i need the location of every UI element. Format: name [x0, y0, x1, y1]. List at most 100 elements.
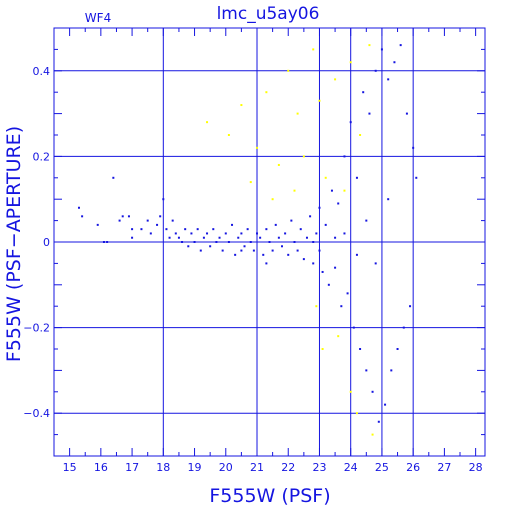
data-point-secondary — [371, 433, 374, 436]
data-point — [227, 241, 230, 243]
data-point — [290, 219, 293, 222]
data-point — [399, 44, 402, 47]
data-point — [121, 215, 124, 218]
data-point — [396, 348, 399, 350]
data-point — [327, 283, 330, 286]
data-point — [324, 223, 327, 226]
data-point — [380, 48, 383, 51]
data-point — [262, 253, 265, 256]
data-point — [384, 403, 387, 406]
data-point — [352, 326, 355, 329]
data-point-secondary — [287, 69, 290, 72]
data-point — [374, 69, 377, 72]
axis-ticks — [54, 27, 485, 457]
data-point — [184, 228, 187, 231]
data-point — [284, 232, 287, 235]
y-tick-label: −0.4 — [23, 407, 50, 420]
data-point — [174, 232, 177, 235]
data-point — [162, 198, 165, 201]
data-point — [168, 236, 171, 239]
data-point — [277, 236, 280, 239]
data-point — [106, 241, 109, 243]
data-point — [340, 305, 343, 308]
data-point — [206, 232, 209, 235]
data-point — [318, 206, 321, 209]
x-tick-label: 15 — [63, 461, 77, 474]
data-point-secondary — [321, 348, 324, 350]
plot-frame — [53, 27, 486, 457]
data-point-secondary — [355, 412, 358, 415]
data-point-secondary — [368, 44, 371, 47]
data-point — [309, 215, 312, 218]
x-tick-labels: 15 16 17 18 19 20 21 22 23 24 25 26 27 28 — [63, 461, 483, 474]
data-point — [202, 236, 205, 239]
data-point — [237, 236, 240, 239]
data-point — [131, 236, 134, 239]
data-point — [265, 228, 268, 231]
data-point — [209, 245, 212, 248]
y-tick-labels: −0.4 −0.2 0 0.2 0.4 — [23, 65, 50, 420]
data-point — [334, 236, 337, 239]
data-point — [337, 202, 340, 205]
data-point — [77, 206, 80, 209]
data-point — [231, 223, 234, 226]
x-tick-label: 17 — [125, 461, 139, 474]
data-point — [412, 146, 415, 149]
data-point — [171, 219, 174, 222]
data-point — [159, 215, 162, 218]
data-point — [234, 253, 237, 256]
data-point — [199, 249, 202, 252]
y-tick-label: 0.2 — [33, 150, 51, 163]
data-point — [280, 245, 283, 248]
data-point — [140, 228, 143, 231]
data-point — [218, 236, 221, 239]
data-point-secondary — [277, 163, 280, 166]
data-point — [405, 112, 408, 115]
data-point — [112, 176, 115, 179]
data-point — [349, 121, 352, 124]
data-point — [81, 215, 84, 218]
x-tick-label: 24 — [344, 461, 358, 474]
x-tick-label: 22 — [281, 461, 295, 474]
data-point — [221, 249, 224, 252]
data-point — [181, 241, 184, 243]
data-point — [359, 348, 362, 350]
data-point — [346, 292, 349, 295]
data-point — [146, 219, 149, 222]
data-point — [102, 241, 105, 243]
data-point-secondary — [315, 305, 318, 308]
data-point — [387, 198, 390, 201]
data-point — [177, 236, 180, 239]
data-point — [249, 241, 252, 243]
data-point-secondary — [343, 189, 346, 192]
data-point-secondary — [296, 112, 299, 115]
data-point — [165, 228, 168, 231]
data-points — [77, 44, 418, 436]
data-point — [96, 223, 99, 226]
data-point — [302, 258, 305, 261]
data-point — [393, 61, 396, 64]
data-point-secondary — [206, 121, 209, 124]
data-point — [246, 228, 249, 231]
data-point — [315, 232, 318, 235]
data-point — [355, 253, 358, 256]
x-tick-label: 21 — [250, 461, 264, 474]
data-point — [196, 228, 199, 231]
data-point — [131, 228, 134, 231]
data-point — [312, 241, 315, 243]
data-point — [252, 249, 255, 252]
data-point — [193, 241, 196, 243]
data-point — [365, 369, 368, 372]
data-point — [365, 219, 368, 222]
data-point — [156, 223, 159, 226]
chart-title: lmc_u5ay06 — [217, 4, 320, 24]
data-point-secondary — [249, 181, 252, 184]
data-point — [215, 241, 218, 243]
data-point — [355, 176, 358, 179]
data-point-secondary — [302, 155, 305, 158]
data-point — [305, 236, 308, 239]
data-point-secondary — [318, 99, 321, 102]
data-point-secondary — [337, 335, 340, 338]
